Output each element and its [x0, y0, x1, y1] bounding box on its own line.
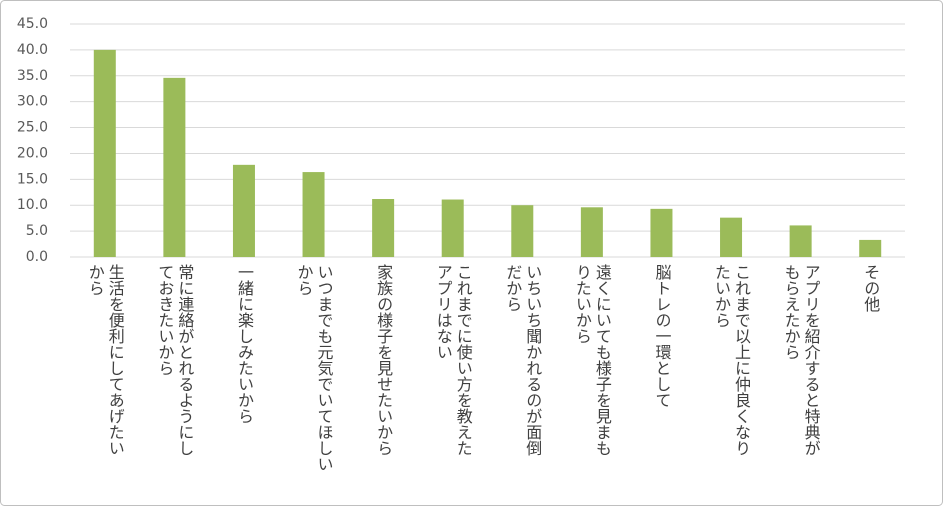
- x-tick-label: 遠くにいても様子を見まも りたいから: [572, 264, 612, 456]
- x-tick-label: その他: [861, 264, 881, 312]
- bar: [163, 77, 186, 257]
- y-tick-label: 5.0: [26, 223, 48, 239]
- x-tick-label: アプリを紹介すると特典が もらえたから: [781, 264, 821, 456]
- x-tick-label: これまでに使い方を教えた アプリはない: [433, 264, 473, 456]
- x-tick-label: 一緒に楽しみたいから: [234, 264, 254, 424]
- bar: [302, 172, 325, 257]
- bar: [372, 199, 395, 257]
- x-tick-label: 生活を便利にしてあげたい から: [85, 264, 125, 456]
- x-tick-label: 脳トレの一環として: [652, 264, 672, 408]
- y-tick-label: 20.0: [17, 145, 48, 161]
- bar: [859, 239, 882, 257]
- y-tick-label: 10.0: [17, 197, 48, 213]
- y-tick-label: 0.0: [26, 249, 48, 265]
- y-tick-label: 45.0: [17, 16, 48, 32]
- bar: [720, 217, 743, 257]
- bar: [650, 208, 673, 257]
- x-tick-label: 家族の様子を見せたいから: [374, 264, 394, 456]
- y-tick-label: 30.0: [17, 94, 48, 110]
- x-tick-label: これまで以上に仲良くなり たいから: [712, 264, 752, 456]
- x-tick-label: 常に連絡がとれるようにし ておきたいから: [155, 264, 195, 456]
- y-tick-label: 15.0: [17, 171, 48, 187]
- bar: [789, 225, 812, 257]
- y-tick-label: 25.0: [17, 120, 48, 136]
- bar: [93, 49, 116, 258]
- y-tick-label: 40.0: [17, 42, 48, 58]
- bar: [580, 207, 603, 257]
- x-tick-label: いつまでも元気でいてほしい から: [294, 264, 334, 472]
- bar: [511, 205, 534, 257]
- y-tick-label: 35.0: [17, 68, 48, 84]
- bar: [232, 164, 255, 257]
- x-tick-label: いちいち聞かれるのが面倒 だから: [503, 264, 543, 456]
- bar: [441, 199, 464, 257]
